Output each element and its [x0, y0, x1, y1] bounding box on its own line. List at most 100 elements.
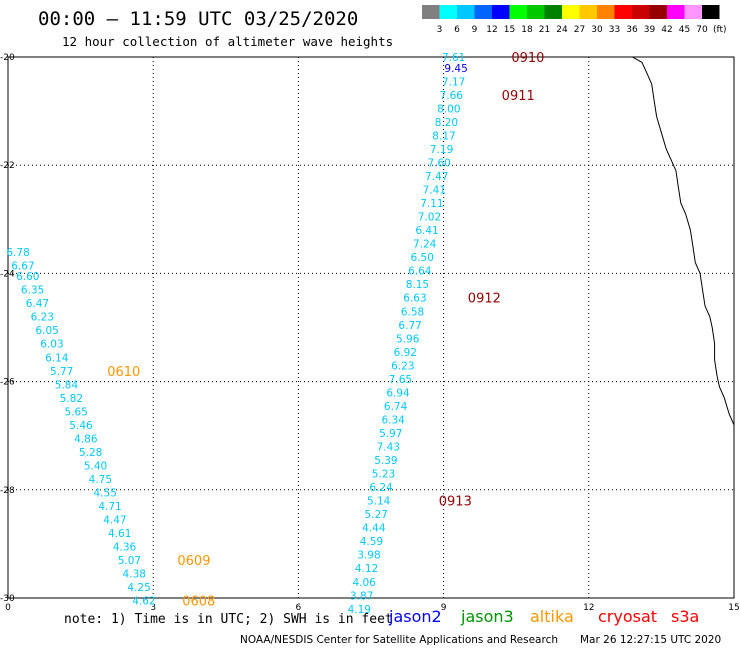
swh-value-label: 7.66 — [440, 90, 464, 102]
colorbar-tick-label: 3 — [437, 25, 443, 35]
credit-line: NOAA/NESDIS Center for Satellite Applica… — [240, 634, 558, 646]
swh-value-label: 4.19 — [348, 604, 371, 616]
swh-value-label: 6.41 — [415, 225, 438, 237]
swh-value-label: 5.97 — [379, 428, 402, 440]
colorbar-tick-label: 21 — [539, 25, 550, 35]
colorbar-tick-label: 45 — [679, 25, 690, 35]
swh-value-label: 7.61 — [442, 52, 465, 64]
swh-value-label: 5.39 — [374, 455, 397, 467]
colorbar-unit: (ft) — [713, 25, 727, 35]
colorbar-swatch — [439, 5, 457, 19]
swh-value-label: 4.75 — [89, 474, 112, 486]
swh-value-label: 7.19 — [430, 144, 453, 156]
swh-value-label: 4.61 — [108, 528, 131, 540]
y-tick-label: -30 — [0, 594, 15, 604]
swh-value-label: 6.64 — [408, 266, 432, 278]
x-tick-label: 12 — [583, 603, 594, 613]
colorbar-tick-label: 15 — [504, 25, 515, 35]
colorbar-tick-label: 70 — [696, 25, 708, 35]
swh-value-label: 6.63 — [403, 293, 426, 305]
swh-value-label: 6.94 — [386, 387, 410, 399]
x-tick-label: 6 — [296, 603, 302, 613]
swh-value-label: 3.87 — [350, 590, 373, 602]
colorbar-swatch — [632, 5, 650, 19]
plot-frame — [7, 56, 735, 599]
swh-value-label: 6.14 — [45, 352, 69, 364]
colorbar-swatch — [422, 5, 440, 19]
swh-value-label: 5.23 — [372, 469, 395, 481]
swh-value-label: 7.65 — [389, 374, 412, 386]
y-tick-label: -20 — [0, 53, 15, 63]
swh-value-label: 5.96 — [396, 333, 420, 345]
y-tick-label: -22 — [0, 161, 15, 171]
swh-value-label: 8.15 — [406, 279, 429, 291]
swh-value-label: 6.74 — [384, 401, 408, 413]
colorbar-swatch — [597, 5, 615, 19]
colorbar-swatch — [492, 5, 510, 19]
chart-subtitle: 12 hour collection of altimeter wave hei… — [62, 34, 394, 49]
swh-value-label: 4.86 — [74, 433, 98, 445]
pass-time-label: 0912 — [468, 292, 501, 307]
swh-value-label: 9.45 — [444, 63, 467, 75]
x-tick-label: 3 — [150, 603, 156, 613]
colorbar-swatch — [614, 5, 632, 19]
colorbar-swatch — [544, 5, 562, 19]
swh-value-label: 7.24 — [413, 239, 437, 251]
swh-value-label: 4.25 — [127, 582, 150, 594]
colorbar-tick-label: 33 — [609, 25, 620, 35]
y-tick-label: -24 — [0, 269, 15, 279]
swh-value-label: 5.84 — [55, 379, 79, 391]
colorbar-swatch — [527, 5, 545, 19]
colorbar-tick-label: 24 — [556, 25, 568, 35]
x-tick-label: 9 — [441, 603, 447, 613]
swh-value-label: 6.60 — [16, 271, 39, 283]
swh-value-label: 4.44 — [362, 523, 386, 535]
swh-value-label: 7.41 — [423, 185, 446, 197]
colorbar-tick-label: 18 — [521, 25, 533, 35]
swh-value-label: 5.07 — [118, 555, 141, 567]
swh-value-label: 4.06 — [352, 577, 376, 589]
colorbar-tick-label: 39 — [644, 25, 656, 35]
colorbar-swatch — [702, 5, 720, 19]
pass-time-label: 0609 — [177, 554, 210, 569]
swh-value-label: 6.23 — [391, 360, 414, 372]
swh-value-label: 6.34 — [381, 414, 405, 426]
swh-value-label: 4.47 — [103, 515, 126, 527]
pass-time-label: 0911 — [502, 89, 535, 104]
pass-time-label: 0913 — [439, 495, 472, 510]
swh-value-label: 8.00 — [437, 103, 460, 115]
swh-value-label: 6.03 — [40, 339, 63, 351]
colorbar-swatch — [649, 5, 667, 19]
colorbar-swatch — [562, 5, 580, 19]
colorbar-swatch — [684, 5, 702, 19]
colorbar-tick-label: 42 — [661, 25, 672, 35]
swh-value-label: 6.47 — [26, 298, 49, 310]
swh-value-label: 5.46 — [69, 420, 93, 432]
colorbar-tick-label: 27 — [574, 25, 585, 35]
swh-value-label: 7.17 — [442, 76, 465, 88]
swh-value-label: 7.02 — [418, 212, 441, 224]
swh-value-label: 7.47 — [425, 171, 448, 183]
swh-value-label: 5.40 — [84, 460, 107, 472]
mission-label-jason3: jason3 — [461, 607, 514, 626]
swh-value-label: 7.11 — [420, 198, 443, 210]
colorbar-swatch — [509, 5, 527, 19]
colorbar-tick-label: 12 — [486, 25, 497, 35]
swh-value-label: 4.36 — [113, 542, 137, 554]
swh-value-label: 6.78 — [6, 247, 29, 259]
swh-value-label: 4.71 — [98, 501, 121, 513]
swh-value-label: 6.58 — [401, 306, 424, 318]
swh-value-label: 6.50 — [411, 252, 434, 264]
colorbar-swatch — [667, 5, 685, 19]
swh-value-label: 6.23 — [31, 312, 54, 324]
swh-value-label: 5.77 — [50, 366, 73, 378]
footer-note: note: 1) Time is in UTC; 2) SWH is in fe… — [64, 612, 393, 627]
colorbar-tick-label: 30 — [591, 25, 603, 35]
swh-value-label: 7.43 — [377, 442, 400, 454]
swh-value-label: 6.35 — [21, 285, 44, 297]
swh-value-label: 5.82 — [60, 393, 83, 405]
swh-value-label: 8.17 — [432, 130, 455, 142]
mission-label-cryosat: cryosat — [598, 607, 658, 626]
colorbar-swatch — [457, 5, 475, 19]
